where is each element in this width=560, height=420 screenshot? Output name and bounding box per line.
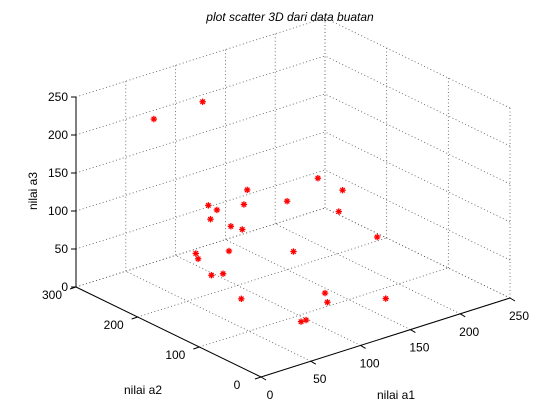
- x-tick-mark: [260, 376, 267, 381]
- x-axis-label: nilai a1: [377, 388, 415, 402]
- z-tick-label: 0: [61, 280, 68, 294]
- side-wall-grid-line: [324, 169, 511, 261]
- y-tick-mark: [254, 376, 262, 380]
- back-wall-grid-line: [75, 55, 326, 136]
- z-tick-label: 150: [48, 166, 68, 180]
- y-axis-line: [75, 286, 262, 378]
- grid-lines: [75, 17, 511, 378]
- back-wall-grid-line: [75, 207, 326, 288]
- x-tick-mark: [459, 313, 466, 318]
- back-wall-grid-line: [75, 169, 326, 250]
- floor-grid-line: [137, 237, 387, 318]
- floor-grid-line: [199, 267, 449, 348]
- x-tick-mark: [509, 297, 516, 302]
- data-point: [192, 250, 199, 257]
- floor-grid-line: [275, 223, 461, 315]
- data-point: [205, 202, 212, 209]
- floor-grid-line: [225, 239, 411, 330]
- y-tick-label: 200: [104, 318, 124, 332]
- z-tick-label: 100: [48, 204, 68, 218]
- floor-grid-line: [125, 270, 311, 362]
- data-point: [207, 216, 214, 223]
- axes-box: [69, 96, 516, 381]
- z-tick-label: 50: [55, 242, 69, 256]
- data-point: [324, 299, 331, 306]
- y-axis-label: nilai a2: [124, 383, 162, 397]
- x-tick-mark: [410, 329, 416, 334]
- x-tick-mark: [360, 344, 366, 349]
- x-tick-label: 100: [360, 356, 380, 370]
- data-point: [321, 289, 329, 297]
- x-tick-label: 0: [267, 388, 274, 402]
- back-wall-grid-line: [75, 131, 326, 212]
- data-point: [150, 115, 158, 123]
- data-point: [225, 247, 233, 255]
- data-point: [290, 248, 297, 255]
- y-tick-mark: [131, 316, 138, 320]
- x-axis-line: [260, 297, 511, 378]
- floor-grid-line: [324, 207, 511, 299]
- data-point: [297, 318, 305, 325]
- z-axis-label: nilai a3: [26, 172, 40, 210]
- data-point: [335, 208, 342, 215]
- data-point: [194, 255, 202, 263]
- side-wall-grid-line: [324, 17, 511, 109]
- data-points: [150, 98, 389, 325]
- data-point: [373, 233, 381, 241]
- data-point: [208, 272, 215, 279]
- chart-title: plot scatter 3D dari data buatan: [205, 10, 374, 24]
- y-tick-label: 100: [165, 348, 185, 362]
- side-wall-grid-line: [324, 93, 511, 185]
- data-point: [302, 316, 310, 324]
- x-tick-label: 200: [459, 325, 479, 339]
- data-point: [382, 295, 389, 302]
- back-wall-grid-line: [75, 93, 326, 174]
- data-point: [227, 223, 235, 230]
- data-point: [219, 270, 227, 277]
- data-point: [339, 187, 346, 194]
- data-point: [238, 295, 245, 303]
- data-point: [239, 226, 246, 233]
- data-point: [199, 98, 206, 105]
- data-point: [283, 198, 291, 205]
- side-wall-grid-line: [324, 207, 511, 299]
- data-point: [240, 201, 248, 208]
- side-wall-grid-line: [324, 55, 511, 147]
- y-tick-mark: [193, 346, 200, 350]
- x-tick-label: 150: [409, 341, 429, 355]
- data-point: [244, 186, 251, 194]
- x-tick-label: 250: [509, 309, 529, 323]
- x-tick-mark: [310, 360, 317, 365]
- z-tick-label: 250: [48, 90, 68, 104]
- data-point: [213, 206, 221, 214]
- side-wall-grid-line: [324, 131, 511, 223]
- data-point: [314, 175, 322, 182]
- z-tick-label: 200: [48, 128, 68, 142]
- back-wall-grid-line: [75, 17, 326, 98]
- y-tick-label: 300: [42, 288, 62, 302]
- y-tick-label: 0: [234, 378, 241, 392]
- floor-grid-line: [175, 255, 361, 346]
- x-tick-label: 50: [313, 372, 327, 386]
